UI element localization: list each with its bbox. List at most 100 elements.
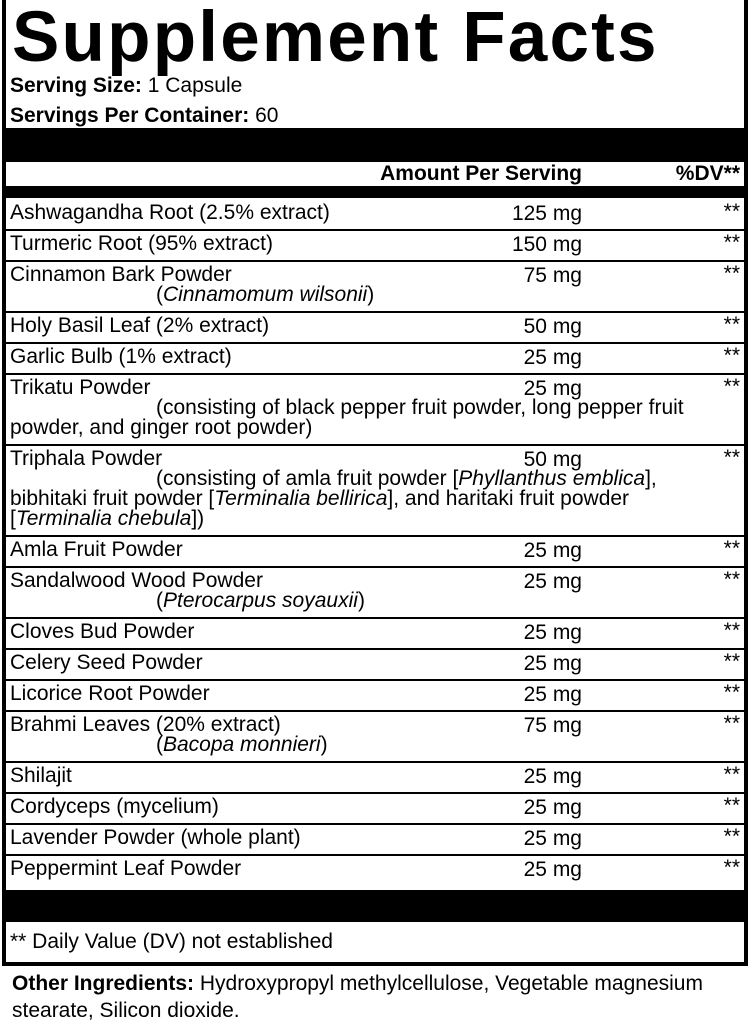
ingredient-name: Brahmi Leaves (20% extract) <box>10 713 281 736</box>
ingredient-amount: 75 mg <box>523 264 582 287</box>
ingredient-dv: ** <box>723 763 740 786</box>
ingredient-name: Cordyceps (mycelium) <box>10 795 219 818</box>
text-segment: ]) <box>191 507 205 530</box>
ingredient-botanical-name: (Cinnamomum wilsonii) <box>10 283 744 306</box>
text-segment: Pterocarpus soyauxii <box>163 589 358 612</box>
divider-bar-top <box>6 128 744 162</box>
table-row: Shilajit 25 mg ** <box>6 763 744 794</box>
table-row: Sandalwood Wood Powder 25 mg ** (Pterocarpu… <box>6 568 744 619</box>
ingredient-description: (consisting of amla fruit powder [Phylla… <box>10 467 744 530</box>
ingredient-table: Ashwagandha Root (2.5% extract) 125 mg ** T… <box>6 200 744 885</box>
ingredient-amount: 75 mg <box>523 714 582 737</box>
ingredient-dv: ** <box>723 712 740 735</box>
table-row: Brahmi Leaves (20% extract) 75 mg ** (Bacop… <box>6 712 744 763</box>
text-segment: (consisting of amla fruit powder [ <box>156 467 459 490</box>
ingredient-name: Trikatu Powder <box>10 376 151 399</box>
ingredient-name: Cloves Bud Powder <box>10 620 195 643</box>
serving-size: Serving Size: 1 Capsule <box>10 74 242 98</box>
table-row: Cloves Bud Powder 25 mg ** <box>6 619 744 650</box>
other-ingredients-value: Hydroxypropyl methylcellulose, Vegetable… <box>12 972 703 1022</box>
text-segment: ( <box>156 733 163 756</box>
table-row: Holy Basil Leaf (2% extract) 50 mg ** <box>6 313 744 344</box>
ingredient-name: Shilajit <box>10 764 72 787</box>
text-segment: ) <box>367 283 375 306</box>
divider-bar-header <box>6 186 744 198</box>
ingredient-name: Garlic Bulb (1% extract) <box>10 345 232 368</box>
ingredient-dv: ** <box>723 650 740 673</box>
table-row: Peppermint Leaf Powder 25 mg ** <box>6 856 744 885</box>
table-row: Amla Fruit Powder 25 mg ** <box>6 537 744 568</box>
ingredient-name: Celery Seed Powder <box>10 651 203 674</box>
ingredient-dv: ** <box>723 313 740 336</box>
ingredient-dv: ** <box>723 681 740 704</box>
text-segment: ( <box>156 283 163 306</box>
text-segment: Bacopa monnieri <box>163 733 321 756</box>
ingredient-dv: ** <box>723 619 740 642</box>
table-row: Cinnamon Bark Powder 75 mg ** (Cinnamomum w… <box>6 262 744 313</box>
ingredient-name: Peppermint Leaf Powder <box>10 857 242 880</box>
ingredient-amount: 50 mg <box>523 315 582 338</box>
text-segment: Terminalia chebula <box>15 507 192 530</box>
ingredient-amount: 25 mg <box>523 539 582 562</box>
serving-size-value: 1 Capsule <box>147 74 243 97</box>
table-row: Celery Seed Powder 25 mg ** <box>6 650 744 681</box>
ingredient-description: (consisting of black pepper fruit powder… <box>10 396 744 439</box>
ingredient-dv: ** <box>723 856 740 879</box>
ingredient-name: Triphala Powder <box>10 447 163 470</box>
ingredient-amount: 25 mg <box>523 621 582 644</box>
servings-per-container: Servings Per Container: 60 <box>10 104 278 128</box>
ingredient-dv: ** <box>723 231 740 254</box>
table-row: Lavender Powder (whole plant) 25 mg ** <box>6 825 744 856</box>
ingredient-botanical-name: (Pterocarpus soyauxii) <box>10 589 744 612</box>
text-segment: (consisting of black pepper fruit powder… <box>10 396 684 439</box>
table-row: Licorice Root Powder 25 mg ** <box>6 681 744 712</box>
servings-per-container-label: Servings Per Container: <box>10 104 250 127</box>
ingredient-name: Amla Fruit Powder <box>10 538 183 561</box>
text-segment: ], bibhitaki fruit powder [ <box>10 467 657 510</box>
ingredient-name: Sandalwood Wood Powder <box>10 569 263 592</box>
text-segment: Phyllanthus emblica <box>458 467 646 490</box>
text-segment: Cinnamomum wilsonii <box>163 283 368 306</box>
ingredient-dv: ** <box>723 825 740 848</box>
other-ingredients-label: Other Ingredients: <box>12 972 195 995</box>
table-row: Trikatu Powder 25 mg ** (consisting of blac… <box>6 375 744 446</box>
table-row: Cordyceps (mycelium) 25 mg ** <box>6 794 744 825</box>
ingredient-dv: ** <box>723 537 740 560</box>
text-segment: Terminalia bellirica <box>214 487 388 510</box>
text-segment: ) <box>320 733 328 756</box>
ingredient-amount: 25 mg <box>523 827 582 850</box>
ingredient-amount: 50 mg <box>523 448 582 471</box>
panel-title: Supplement Facts <box>12 0 659 77</box>
ingredient-amount: 25 mg <box>523 346 582 369</box>
divider-bar-bottom <box>6 890 744 922</box>
serving-size-label: Serving Size: <box>10 74 142 97</box>
ingredient-name: Holy Basil Leaf (2% extract) <box>10 314 270 337</box>
ingredient-amount: 25 mg <box>523 765 582 788</box>
ingredient-amount: 25 mg <box>523 683 582 706</box>
ingredient-dv: ** <box>723 446 740 469</box>
ingredient-amount: 125 mg <box>511 202 582 225</box>
ingredient-name: Licorice Root Powder <box>10 682 210 705</box>
ingredient-name: Cinnamon Bark Powder <box>10 263 232 286</box>
ingredient-amount: 25 mg <box>523 652 582 675</box>
ingredient-dv: ** <box>723 375 740 398</box>
footnote: ** Daily Value (DV) not established <box>10 930 333 953</box>
ingredient-amount: 25 mg <box>523 858 582 881</box>
ingredient-botanical-name: (Bacopa monnieri) <box>10 733 744 756</box>
text-segment: ( <box>156 589 163 612</box>
ingredient-amount: 150 mg <box>511 233 582 256</box>
ingredient-amount: 25 mg <box>523 570 582 593</box>
ingredient-amount: 25 mg <box>523 377 582 400</box>
ingredient-dv: ** <box>723 200 740 223</box>
amount-per-serving-header: Amount Per Serving <box>380 162 582 185</box>
text-segment: ], and haritaki fruit powder [ <box>10 487 630 530</box>
ingredient-name: Ashwagandha Root (2.5% extract) <box>10 201 330 224</box>
table-row: Ashwagandha Root (2.5% extract) 125 mg ** <box>6 200 744 231</box>
supplement-facts-panel <box>2 0 748 966</box>
servings-per-container-value: 60 <box>255 104 279 127</box>
text-segment: ) <box>357 589 365 612</box>
column-header: Amount Per Serving %DV** <box>6 162 744 186</box>
dv-header: %DV** <box>675 162 740 185</box>
table-row: Garlic Bulb (1% extract) 25 mg ** <box>6 344 744 375</box>
ingredient-dv: ** <box>723 344 740 367</box>
